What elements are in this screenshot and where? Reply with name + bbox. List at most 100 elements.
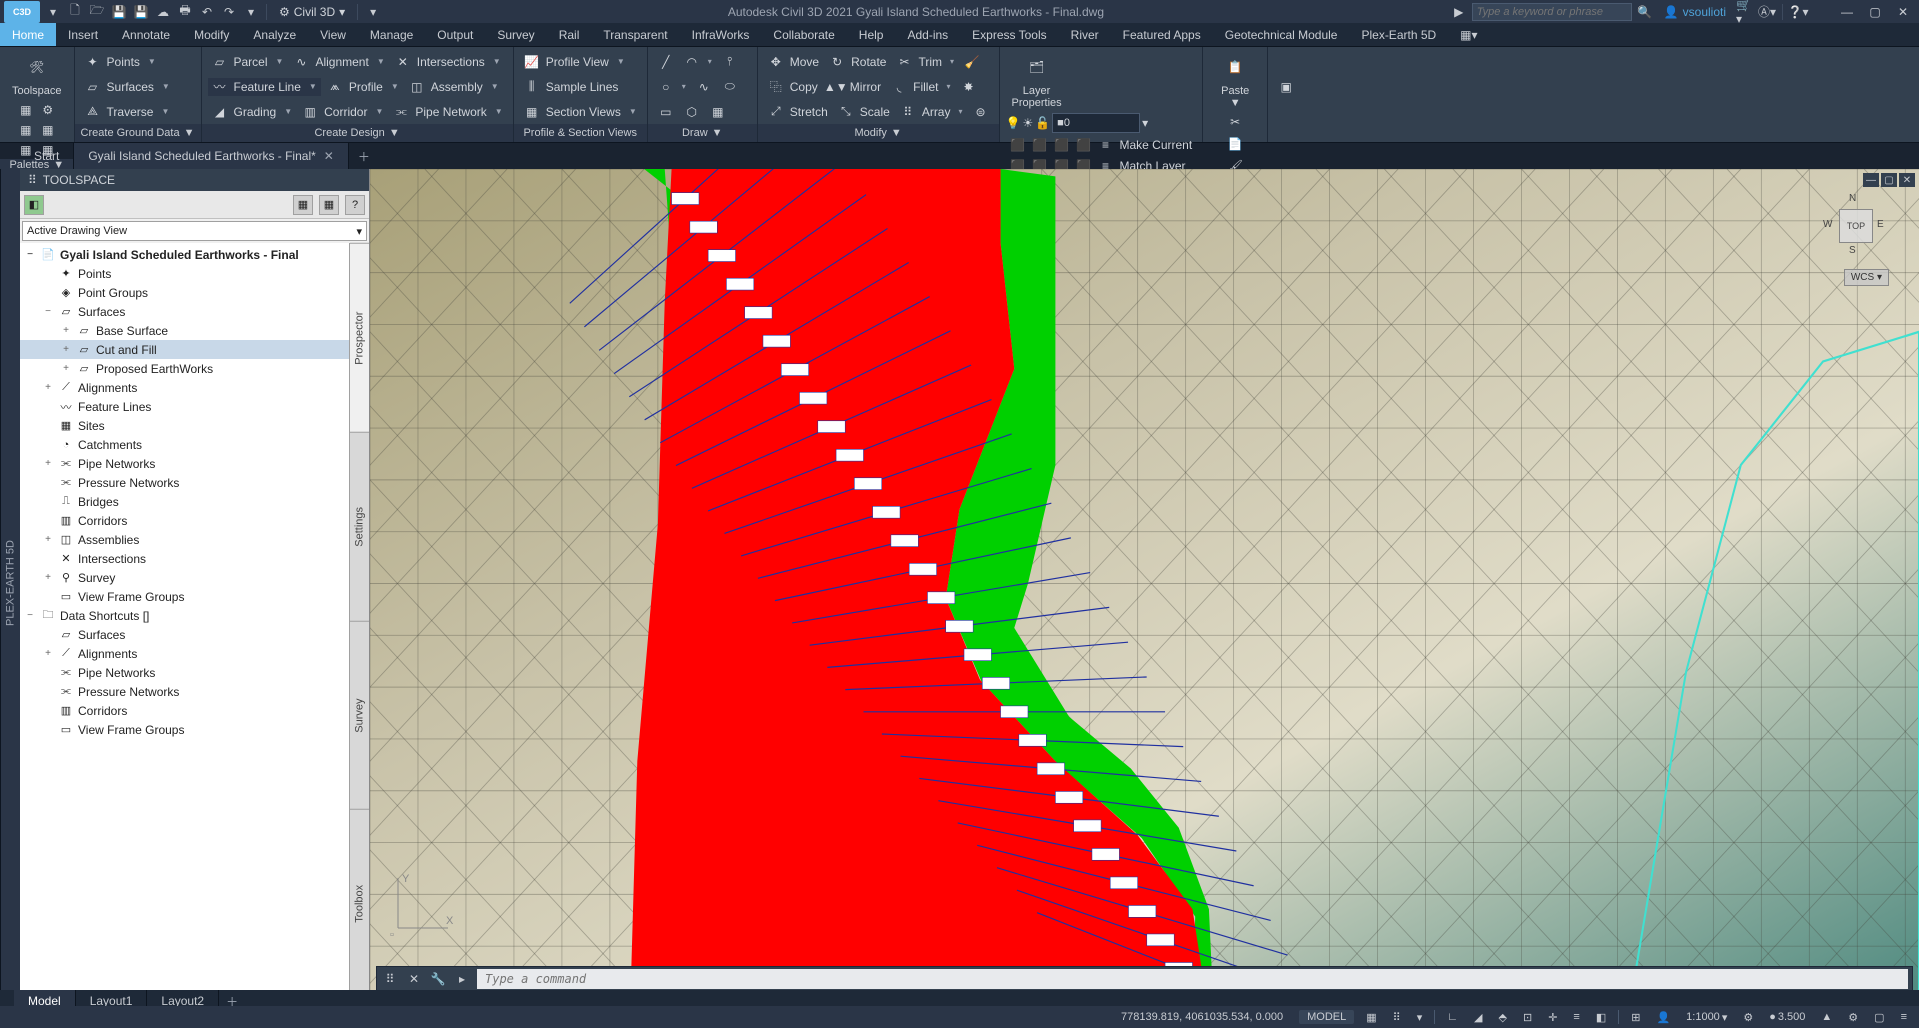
status-person-icon[interactable]: 👤 [1652, 1011, 1674, 1024]
tree-twisty-icon[interactable]: + [42, 648, 54, 659]
status-scale[interactable]: 1:1000▾ [1682, 1011, 1731, 1024]
tree-item[interactable]: ⫘Pressure Networks [20, 682, 349, 701]
filetab-add-button[interactable]: ＋ [349, 143, 379, 169]
mirror-button[interactable]: ▲▼Mirror [824, 78, 885, 96]
toolspace-button[interactable]: 🛠 Toolspace [6, 49, 68, 99]
status-snap-icon[interactable]: ⠿ [1389, 1011, 1405, 1024]
ts-filter-icon[interactable]: ◧ [24, 195, 44, 215]
tree-item[interactable]: +⚲Survey [20, 568, 349, 587]
filetab-current[interactable]: Gyali Island Scheduled Earthworks - Fina… [74, 143, 349, 169]
status-model[interactable]: MODEL [1299, 1010, 1354, 1024]
layerprops-button[interactable]: 🗂 Layer Properties [1006, 49, 1068, 111]
palette-btn-1[interactable]: ▦⚙ [14, 101, 60, 119]
tree-item[interactable]: ⫘Pipe Networks [20, 663, 349, 682]
lock-icon[interactable]: 🔓 [1035, 116, 1050, 130]
tree-twisty-icon[interactable]: + [42, 534, 54, 545]
filetab-start[interactable]: Start [20, 143, 74, 169]
tree-item[interactable]: +◫Assemblies [20, 530, 349, 549]
offset-button[interactable]: ⊜ [969, 103, 993, 121]
stretch-button[interactable]: ⤢Stretch [764, 103, 832, 121]
ribbon-tab-survey[interactable]: Survey [485, 23, 546, 46]
profileview-button[interactable]: 📈Profile View▼ [520, 53, 641, 71]
ribbon-tab-transparent[interactable]: Transparent [591, 23, 679, 46]
tree-item[interactable]: +▱Proposed EarthWorks [20, 359, 349, 378]
tree-twisty-icon[interactable]: + [42, 572, 54, 583]
vp-min-button[interactable]: — [1863, 173, 1879, 187]
status-max-icon[interactable]: ▢ [1870, 1011, 1888, 1024]
plex-earth-sidebar[interactable]: PLEX-EARTH 5D [0, 169, 20, 998]
ribbon-tab-express-tools[interactable]: Express Tools [960, 23, 1058, 46]
tree-item[interactable]: ▦Sites [20, 416, 349, 435]
menu-icon[interactable]: ▾ [44, 3, 62, 21]
qat-web-icon[interactable]: ☁ [154, 3, 172, 21]
qat-new-icon[interactable]: 🗋 [66, 3, 84, 21]
toolspace-tab-survey[interactable]: Survey [350, 621, 369, 810]
qat-more-icon[interactable]: ▾ [242, 3, 260, 21]
bulb-icon[interactable]: 💡 [1006, 116, 1021, 130]
tree-item[interactable]: +⟋Alignments [20, 378, 349, 397]
tree-item[interactable]: 〰Feature Lines [20, 397, 349, 416]
fillet-button[interactable]: ◟Fillet▾ [887, 78, 954, 96]
ellipse-button[interactable]: ⬭ [718, 78, 742, 96]
ribbon-tab-infraworks[interactable]: InfraWorks [680, 23, 762, 46]
intersections-button[interactable]: ✕Intersections▼ [391, 53, 505, 71]
tree-item[interactable]: ▱Surfaces [20, 625, 349, 644]
panel-label-ground[interactable]: Create Ground Data▼ [75, 124, 201, 142]
tree-item[interactable]: ▭View Frame Groups [20, 587, 349, 606]
grip-icon[interactable]: ⠿ [28, 173, 37, 187]
qat-plot-icon[interactable]: 🖶 [176, 3, 194, 21]
status-lweight-icon[interactable]: ≡ [1569, 1011, 1583, 1023]
tree-twisty-icon[interactable]: − [42, 306, 54, 317]
restore-button[interactable]: ▢ [1863, 3, 1887, 21]
copy-button[interactable]: ⿻Copy [764, 78, 822, 96]
makecurrent-button[interactable]: ⬛⬛⬛⬛ ≡Make Current [1006, 136, 1197, 154]
toolspace-view-selector[interactable]: Active Drawing View▾ [22, 221, 367, 241]
ribbon-extra-icon[interactable]: ▦▾ [1448, 23, 1489, 46]
paste-button[interactable]: 📋 Paste▼ [1209, 49, 1261, 111]
tree-item[interactable]: +▱Cut and Fill [20, 340, 349, 359]
panel-label-modify[interactable]: Modify▼ [758, 124, 999, 142]
qat-saveas-icon[interactable]: 💾 [132, 3, 150, 21]
tree-twisty-icon[interactable]: − [24, 610, 36, 621]
poly-button[interactable]: ⬡ [680, 103, 704, 121]
app-logo[interactable]: C3D [4, 1, 40, 23]
ribbon-tab-featured-apps[interactable]: Featured Apps [1111, 23, 1213, 46]
status-val[interactable]: ● 3.500 [1765, 1011, 1809, 1023]
status-osnap-icon[interactable]: ⊡ [1519, 1011, 1536, 1024]
grading-button[interactable]: ◢Grading▼ [208, 103, 297, 121]
explode-button[interactable]: ✸ [956, 78, 980, 96]
tree-item[interactable]: ✦Points [20, 264, 349, 283]
ts-btn-2[interactable]: ▦ [319, 195, 339, 215]
cut-button[interactable]: ✂ [1223, 113, 1247, 131]
ribbon-tab-annotate[interactable]: Annotate [110, 23, 182, 46]
circle-button[interactable]: ○▾ [654, 78, 690, 96]
pline-button[interactable]: ⫯ [718, 53, 742, 71]
qat-save-icon[interactable]: 💾 [110, 3, 128, 21]
vp-max-button[interactable]: ▢ [1881, 173, 1897, 187]
status-grid-icon[interactable]: ▦ [1362, 1011, 1380, 1024]
viewcube[interactable]: TOP N E S W [1819, 189, 1889, 259]
copyclip-button[interactable]: 📄 [1223, 135, 1247, 153]
layer-dropdown[interactable]: ■ 0 [1052, 113, 1140, 133]
featureline-button[interactable]: 〰Feature Line▼ [208, 78, 321, 96]
command-input[interactable] [477, 969, 1908, 989]
tree-twisty-icon[interactable]: + [42, 382, 54, 393]
toolspace-tab-toolbox[interactable]: Toolbox [350, 809, 369, 998]
tree-item[interactable]: −🗀Data Shortcuts [] [20, 606, 349, 625]
toolspace-tab-settings[interactable]: Settings [350, 432, 369, 621]
status-custom-icon[interactable]: ≡ [1897, 1011, 1911, 1023]
qat-open-icon[interactable]: 🗁 [88, 3, 106, 21]
qat-undo-icon[interactable]: ↶ [198, 3, 216, 21]
help-search-input[interactable] [1472, 3, 1632, 21]
help-icon[interactable]: ❔▾ [1789, 3, 1807, 21]
filetab-close-icon[interactable]: ✕ [324, 149, 334, 163]
palette-btn-2[interactable]: ▦▦ [14, 121, 60, 139]
status-gear-icon[interactable]: ⚙ [1739, 1011, 1757, 1024]
profile-button[interactable]: ⩕Profile▼ [323, 78, 403, 96]
spline-button[interactable]: ∿ [692, 78, 716, 96]
status-track-icon[interactable]: ✛ [1544, 1011, 1561, 1024]
ribbon-tab-plex-earth-5d[interactable]: Plex-Earth 5D [1349, 23, 1448, 46]
drawing-viewport[interactable]: [-][Top][2D Wireframe] [370, 169, 1919, 998]
ribbon-tab-collaborate[interactable]: Collaborate [761, 23, 846, 46]
tree-twisty-icon[interactable]: − [24, 249, 36, 260]
